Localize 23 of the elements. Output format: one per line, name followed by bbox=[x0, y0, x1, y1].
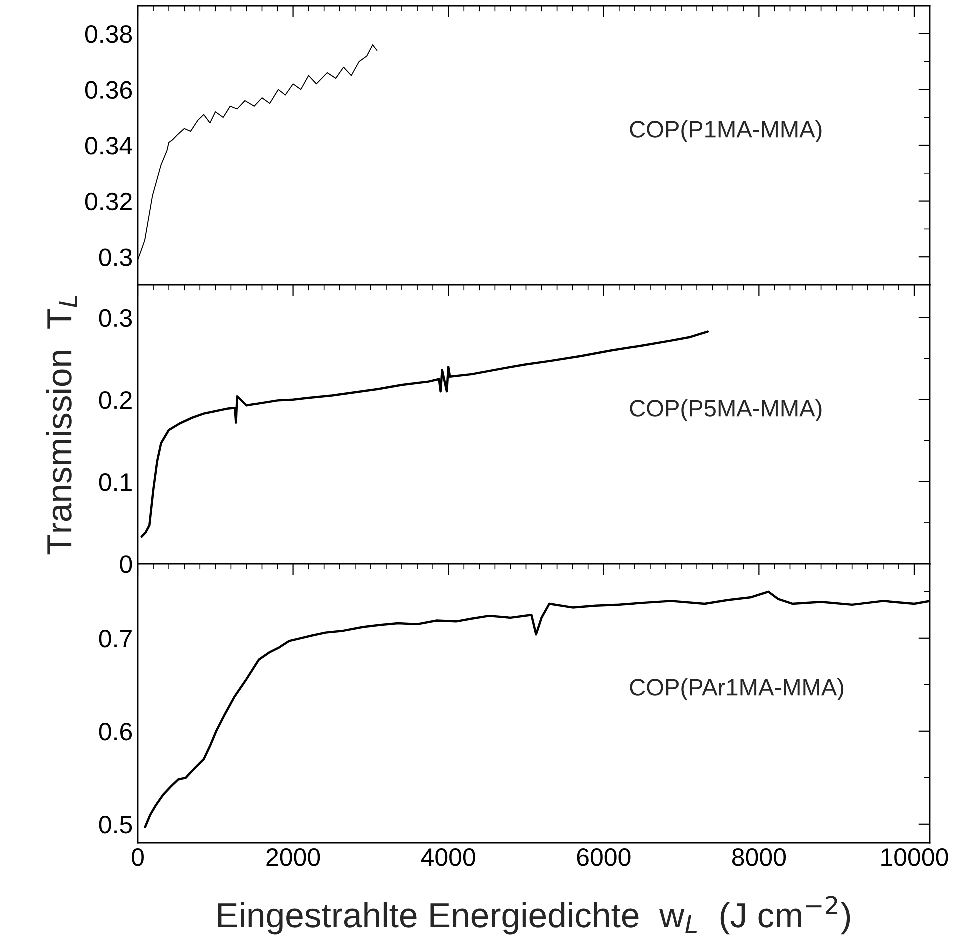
y-tick-label: 0.1 bbox=[99, 474, 132, 492]
x-tick-label: 10000 bbox=[882, 848, 948, 866]
y-tick-label: 0.6 bbox=[99, 723, 132, 741]
y-tick-label: 0.3 bbox=[99, 248, 132, 266]
y-tick-label: 0.3 bbox=[99, 309, 132, 328]
y-tick-label: 0 bbox=[120, 556, 132, 574]
y-tick-label: 0.32 bbox=[85, 192, 132, 211]
y-tick-label: 0.34 bbox=[85, 137, 132, 155]
x-tick-label: 6000 bbox=[577, 848, 631, 866]
y-tick-label: 0.7 bbox=[99, 630, 132, 648]
x-tick-label: 2000 bbox=[266, 848, 320, 866]
y-tick-label: 0.5 bbox=[99, 816, 132, 834]
y-tick-label: 0.36 bbox=[85, 81, 132, 100]
x-axis-title: Eingestrahlte Energiedichte w$_{L}$ (J cm$^{−2}$) bbox=[218, 896, 850, 935]
y-axis-title: Transmission T$_{L}$ bbox=[46, 296, 78, 555]
text: COP(P5MA-MMA) bbox=[630, 400, 822, 422]
x-tick-label: 4000 bbox=[421, 848, 476, 866]
x-tick-label: 8000 bbox=[732, 848, 786, 866]
x-tick-label: 0 bbox=[132, 848, 144, 866]
y-tick-label: 0.2 bbox=[99, 391, 132, 410]
text: COP(P1MA-MMA) bbox=[630, 120, 822, 143]
y-tick-label: 0.38 bbox=[85, 26, 132, 44]
text: COP(PAr1MA-MMA) bbox=[630, 678, 844, 701]
